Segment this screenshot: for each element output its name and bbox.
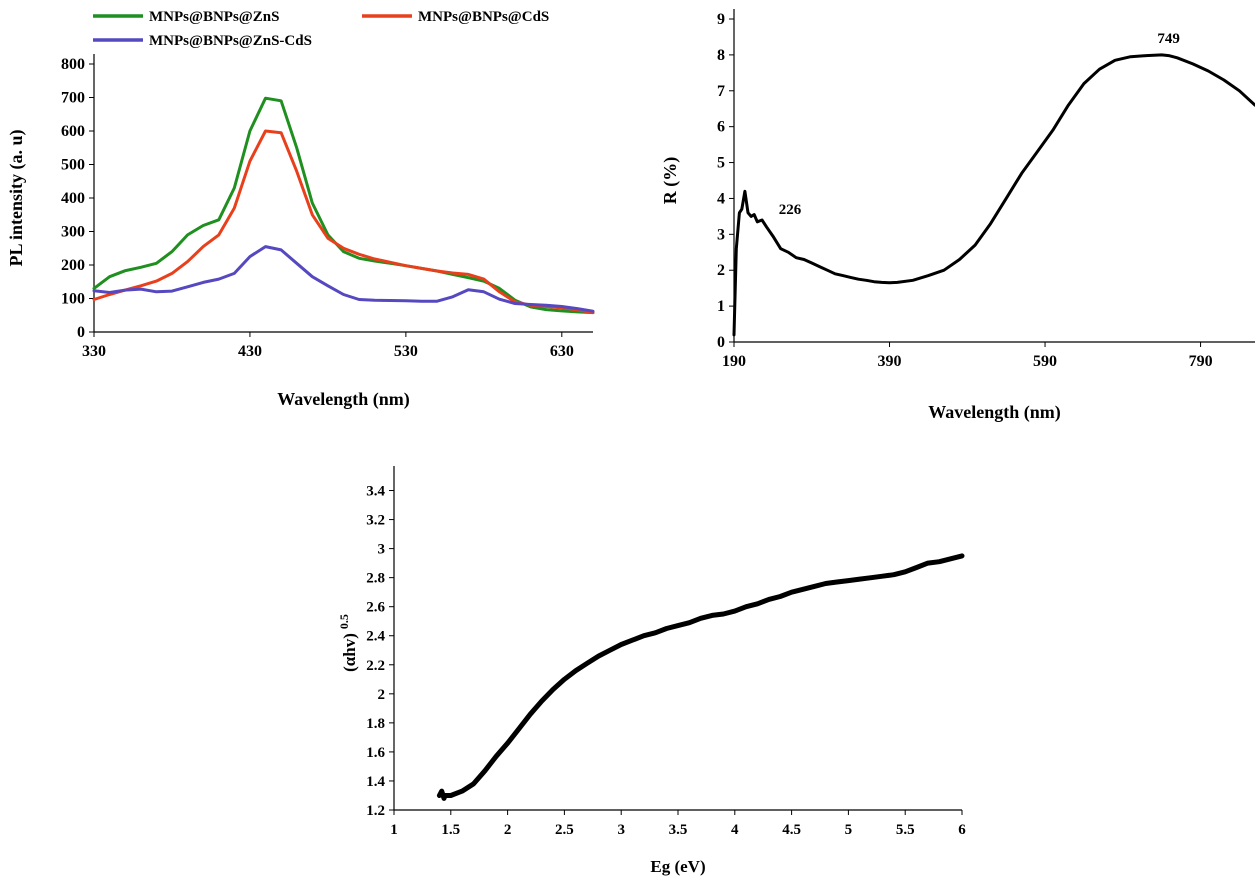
series-line-mnps-bnps-zns-cds [92,245,595,313]
y-tick-label: 8 [717,47,725,64]
y-tick-label: 2.6 [366,600,385,616]
y-tick-label: 7 [717,83,725,100]
x-tick-label: 5 [845,822,853,838]
y-tick-label: 2 [378,687,386,703]
y-axis-label: PL intensity (a. u) [6,129,27,266]
series-line-2-1 [732,53,1255,337]
chart-1: 0 100 200 300 400 500 600 700 800 330 430 530 630 Wav… [6,54,595,410]
y-tick-label: 100 [61,291,85,308]
peak-annotation: 749 [1157,31,1180,47]
y-tick-label: 3.4 [366,484,385,500]
y-tick-label: 400 [61,190,85,207]
y-tick-label: 0 [77,324,85,341]
x-tick-label: 1.5 [441,822,460,838]
y-axis-label: (αhv) 0.5 [337,614,359,672]
x-axis-label: Wavelength (nm) [277,389,410,410]
y-tick-label: 500 [61,157,85,174]
chart-3: 1.2 1.4 1.6 1.8 2 2.2 2.4 2.6 2.8 3 3.2 3.4 1 1.5 2 2.5… [337,466,966,876]
x-tick-label: 6 [958,822,966,838]
y-tick-label: 1 [717,298,725,315]
y-tick-label: 3 [717,226,725,243]
chart-2: 0 1 2 3 4 5 6 7 8 9 190 390 590 790 Wavelength (nm) R (… [660,9,1255,423]
y-tick-label: 700 [61,90,85,107]
x-tick-label: 630 [550,343,574,360]
x-tick-label: 1 [390,822,398,838]
y-tick-label: 600 [61,123,85,140]
y-tick-label: 0 [717,334,725,351]
x-tick-label: 3.5 [669,822,688,838]
legend-label: MNPs@BNPs@ZnS [149,9,279,25]
x-tick-label: 590 [1033,353,1057,370]
x-tick-label: 4 [731,822,739,838]
y-tick-label: 2 [717,262,725,279]
x-axis-label: Wavelength (nm) [928,402,1061,423]
y-axis-label-text: R (%) [660,157,681,205]
x-tick-label: 190 [722,353,746,370]
y-tick-label: 3 [378,542,386,558]
peak-annotation: 226 [779,202,802,218]
y-tick-label: 2.2 [366,658,385,674]
x-tick-label: 5.5 [896,822,915,838]
y-tick-label: 4 [717,190,725,207]
x-tick-label: 4.5 [782,822,801,838]
y-tick-label: 200 [61,257,85,274]
series-line-mnps-bnps-cds [92,129,595,315]
y-tick-label: 5 [717,155,725,172]
x-tick-label: 430 [238,343,262,360]
x-tick-label: 790 [1189,353,1213,370]
y-axis-label-superscript: 0.5 [337,614,351,629]
y-tick-label: 1.8 [366,716,385,732]
y-axis-label-text: PL intensity (a. u) [6,129,27,266]
series-line-mnps-bnps-zns [92,96,595,315]
y-axis-label-text: (αhv) [340,633,359,672]
x-tick-label: 390 [878,353,902,370]
y-tick-label: 6 [717,119,725,136]
y-tick-label: 1.4 [366,774,385,790]
x-tick-label: 530 [394,343,418,360]
series-line-3-1 [436,553,965,801]
y-tick-label: 800 [61,56,85,73]
y-tick-label: 300 [61,224,85,241]
x-axis-label: Eg (eV) [650,857,705,876]
x-tick-label: 3 [617,822,625,838]
y-tick-label: 1.2 [366,803,385,819]
x-tick-label: 330 [82,343,106,360]
y-tick-label: 9 [717,11,725,28]
y-tick-label: 3.2 [366,513,385,529]
legend-label: MNPs@BNPs@ZnS-CdS [149,33,312,49]
y-axis-label: R (%) [660,157,681,205]
y-tick-label: 1.6 [366,745,385,761]
legend: MNPs@BNPs@ZnS MNPs@BNPs@CdS MNPs@BNPs@ZnS-… [93,9,549,49]
legend-label: MNPs@BNPs@CdS [418,9,549,25]
x-tick-label: 2.5 [555,822,574,838]
x-tick-label: 2 [504,822,512,838]
y-tick-label: 2.8 [366,571,385,587]
y-tick-label: 2.4 [366,629,385,645]
